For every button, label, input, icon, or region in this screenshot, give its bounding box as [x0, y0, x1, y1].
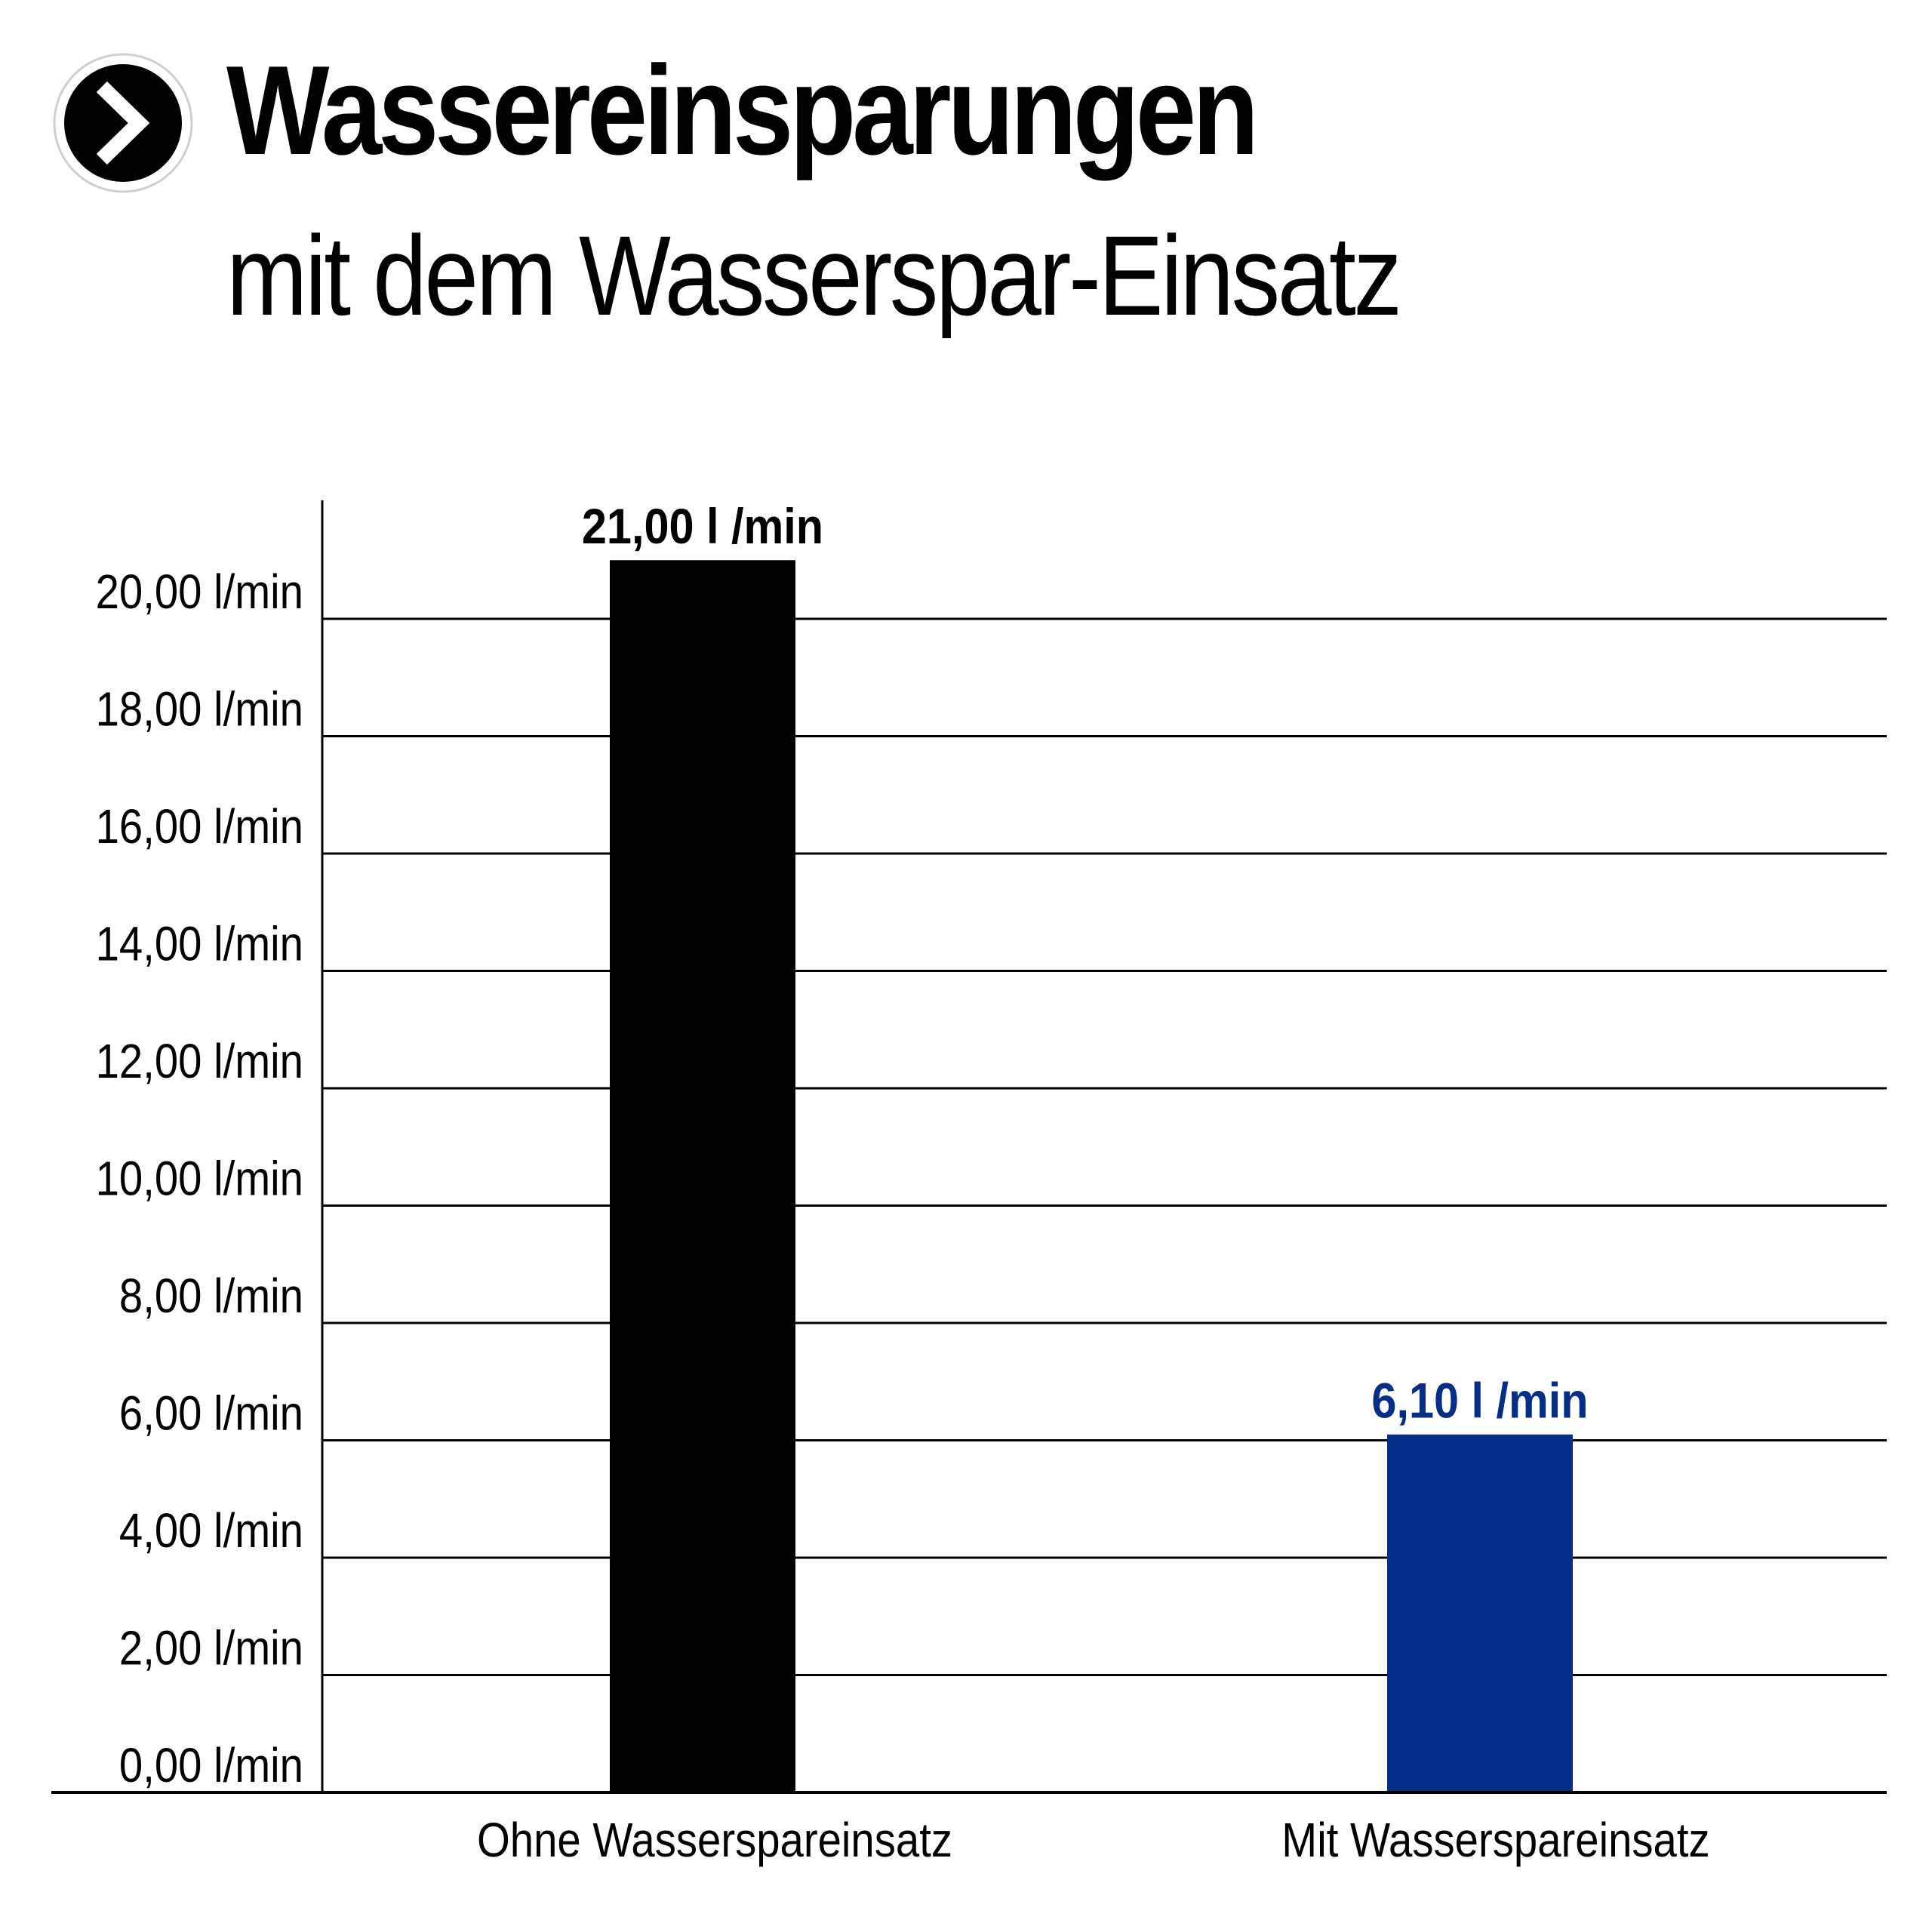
data-label: 6,10 l /min: [1371, 1374, 1588, 1429]
chevron-right-circle-icon: [53, 53, 193, 193]
x-tick-label: Ohne Wasserspareinsatz: [477, 1813, 952, 1867]
y-tick-label: 20,00 l/min: [96, 565, 303, 619]
page-subtitle: mit dem Wasserspar-Einsatz: [226, 212, 1402, 339]
y-tick-label: 6,00 l/min: [119, 1386, 303, 1440]
y-tick-label: 14,00 l/min: [96, 916, 303, 971]
x-tick-label: Mit Wasserspareinsatz: [1281, 1813, 1709, 1867]
y-tick-label: 4,00 l/min: [119, 1503, 303, 1558]
y-tick-label: 16,00 l/min: [96, 799, 303, 854]
bar: [1387, 1434, 1573, 1792]
page-title: Wassereinsparungen: [226, 39, 1259, 181]
bar: [610, 560, 795, 1792]
y-tick-label: 0,00 l/min: [119, 1738, 303, 1792]
y-tick-label: 10,00 l/min: [96, 1151, 303, 1205]
y-tick-label: 12,00 l/min: [96, 1034, 303, 1088]
y-tick-label: 8,00 l/min: [119, 1269, 303, 1323]
y-tick-label: 18,00 l/min: [96, 681, 303, 736]
data-label: 21,00 l /min: [582, 499, 823, 555]
y-tick-label: 2,00 l/min: [119, 1620, 303, 1675]
